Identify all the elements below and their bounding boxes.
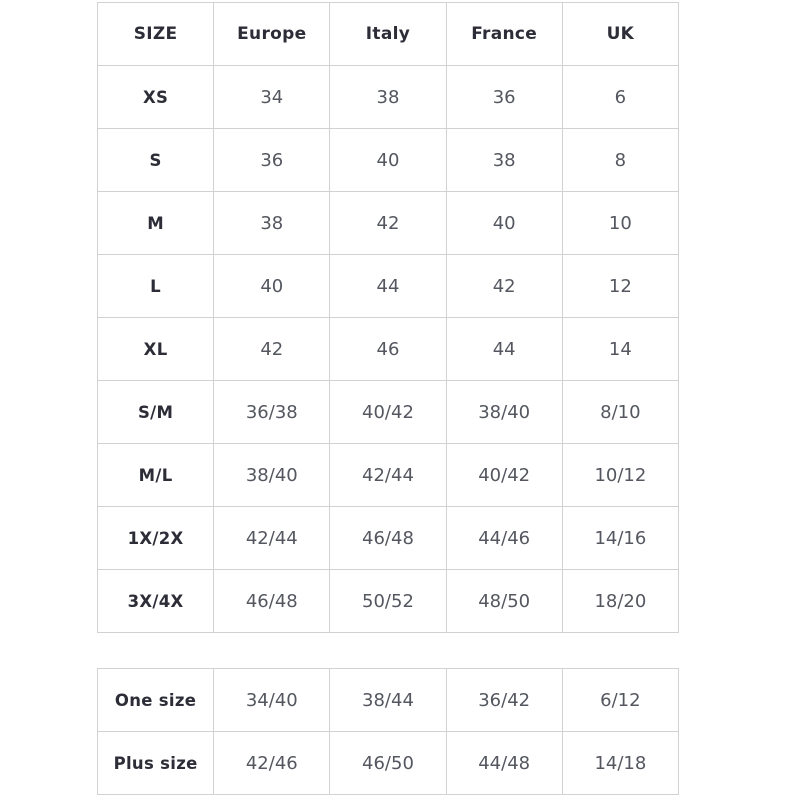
cell-italy: 46 <box>329 317 447 381</box>
row-label: S/M <box>96 380 215 444</box>
column-header-europe: Europe <box>213 2 331 66</box>
row-label: M/L <box>96 443 215 507</box>
cell-italy: 40/42 <box>329 380 447 444</box>
table-row-m-l: M/L 38/40 42/44 40/42 10/12 <box>96 443 680 507</box>
special-sizes-table: One size 34/40 38/44 36/42 6/12 Plus siz… <box>96 668 680 795</box>
cell-europe: 36/38 <box>213 380 331 444</box>
cell-france: 44/48 <box>445 731 563 795</box>
table-row-one-size: One size 34/40 38/44 36/42 6/12 <box>96 668 680 732</box>
cell-france: 40/42 <box>445 443 563 507</box>
cell-europe: 38 <box>213 191 331 255</box>
table-row-m: M 38 42 40 10 <box>96 191 680 255</box>
row-label: L <box>96 254 215 318</box>
size-conversion-table: SIZE Europe Italy France UK XS 34 38 36 … <box>96 2 680 633</box>
cell-italy: 42/44 <box>329 443 447 507</box>
table-row-xl: XL 42 46 44 14 <box>96 317 680 381</box>
cell-uk: 14/16 <box>561 506 680 570</box>
column-header-uk: UK <box>561 2 680 66</box>
row-label: One size <box>96 668 215 732</box>
cell-france: 38 <box>445 128 563 192</box>
cell-europe: 38/40 <box>213 443 331 507</box>
cell-europe: 42 <box>213 317 331 381</box>
cell-uk: 14 <box>561 317 680 381</box>
table-row-s-m: S/M 36/38 40/42 38/40 8/10 <box>96 380 680 444</box>
row-label: S <box>96 128 215 192</box>
cell-france: 36 <box>445 65 563 129</box>
cell-italy: 44 <box>329 254 447 318</box>
cell-italy: 46/48 <box>329 506 447 570</box>
cell-uk: 18/20 <box>561 569 680 633</box>
column-header-size: SIZE <box>96 2 215 66</box>
cell-uk: 6 <box>561 65 680 129</box>
table-row-1x-2x: 1X/2X 42/44 46/48 44/46 14/16 <box>96 506 680 570</box>
cell-italy: 38/44 <box>329 668 447 732</box>
cell-europe: 34 <box>213 65 331 129</box>
cell-europe: 34/40 <box>213 668 331 732</box>
cell-italy: 40 <box>329 128 447 192</box>
table-row-xs: XS 34 38 36 6 <box>96 65 680 129</box>
cell-uk: 10 <box>561 191 680 255</box>
table-row-s: S 36 40 38 8 <box>96 128 680 192</box>
cell-france: 38/40 <box>445 380 563 444</box>
header-row: SIZE Europe Italy France UK <box>96 2 680 66</box>
row-label: XS <box>96 65 215 129</box>
row-label: Plus size <box>96 731 215 795</box>
cell-uk: 8/10 <box>561 380 680 444</box>
cell-uk: 14/18 <box>561 731 680 795</box>
column-header-france: France <box>445 2 563 66</box>
cell-europe: 46/48 <box>213 569 331 633</box>
cell-france: 48/50 <box>445 569 563 633</box>
row-label: M <box>96 191 215 255</box>
cell-france: 42 <box>445 254 563 318</box>
table-row-l: L 40 44 42 12 <box>96 254 680 318</box>
cell-europe: 40 <box>213 254 331 318</box>
cell-italy: 42 <box>329 191 447 255</box>
cell-uk: 12 <box>561 254 680 318</box>
cell-uk: 10/12 <box>561 443 680 507</box>
cell-italy: 38 <box>329 65 447 129</box>
cell-europe: 42/46 <box>213 731 331 795</box>
row-label: 3X/4X <box>96 569 215 633</box>
cell-france: 44/46 <box>445 506 563 570</box>
table-row-plus-size: Plus size 42/46 46/50 44/48 14/18 <box>96 731 680 795</box>
column-header-italy: Italy <box>329 2 447 66</box>
cell-uk: 8 <box>561 128 680 192</box>
cell-italy: 50/52 <box>329 569 447 633</box>
cell-europe: 36 <box>213 128 331 192</box>
cell-uk: 6/12 <box>561 668 680 732</box>
cell-france: 40 <box>445 191 563 255</box>
row-label: XL <box>96 317 215 381</box>
cell-france: 36/42 <box>445 668 563 732</box>
cell-france: 44 <box>445 317 563 381</box>
table-row-3x-4x: 3X/4X 46/48 50/52 48/50 18/20 <box>96 569 680 633</box>
cell-europe: 42/44 <box>213 506 331 570</box>
cell-italy: 46/50 <box>329 731 447 795</box>
row-label: 1X/2X <box>96 506 215 570</box>
